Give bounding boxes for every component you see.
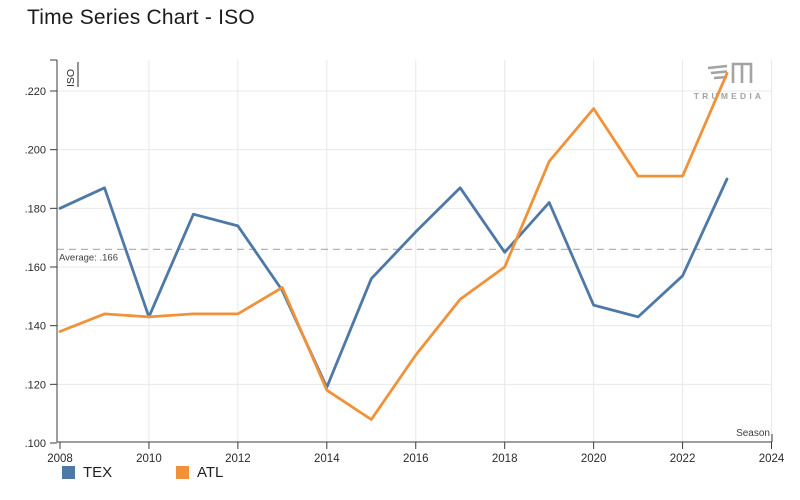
x-axis-title[interactable]: Season [736, 428, 770, 439]
legend-item-tex[interactable]: TEX [62, 464, 112, 481]
x-tick-label: 2012 [225, 453, 251, 465]
x-tick-label: 2014 [314, 453, 340, 465]
x-tick-label: 2018 [492, 453, 518, 465]
y-tick-label: .140 [25, 321, 46, 333]
tex-color-swatch [62, 466, 75, 479]
chart-legend: TEX ATL [0, 464, 800, 484]
legend-item-atl[interactable]: ATL [176, 464, 223, 481]
y-axis-title[interactable]: ISO [65, 69, 77, 87]
x-tick-label: 2008 [47, 453, 73, 465]
trumedia-logo-icon [707, 64, 728, 70]
legend-label: ATL [197, 464, 224, 481]
x-tick-label: 2022 [670, 453, 696, 465]
x-tick-label: 2024 [759, 453, 785, 465]
page-title: Time Series Chart - ISO [27, 6, 255, 29]
legend-label: TEX [83, 464, 113, 481]
x-tick-label: 2020 [581, 453, 607, 465]
y-tick-label: .160 [25, 262, 46, 274]
y-tick-label: .220 [25, 86, 46, 98]
trumedia-logo-icon [710, 70, 728, 75]
y-tick-label: .180 [25, 203, 46, 215]
y-tick-label: .120 [25, 379, 46, 391]
atl-color-swatch [176, 466, 189, 479]
trumedia-logo-icon [731, 62, 753, 83]
x-tick-label: 2016 [403, 453, 429, 465]
y-tick-label: .100 [25, 438, 46, 450]
x-tick-label: 2010 [136, 453, 162, 465]
series-line-atl[interactable] [58, 72, 729, 421]
average-label: Average: .166 [59, 252, 118, 263]
series-line-tex[interactable] [58, 177, 729, 389]
y-tick-label: .200 [25, 145, 46, 157]
trumedia-logo-text: TRUMEDIA [694, 91, 764, 101]
